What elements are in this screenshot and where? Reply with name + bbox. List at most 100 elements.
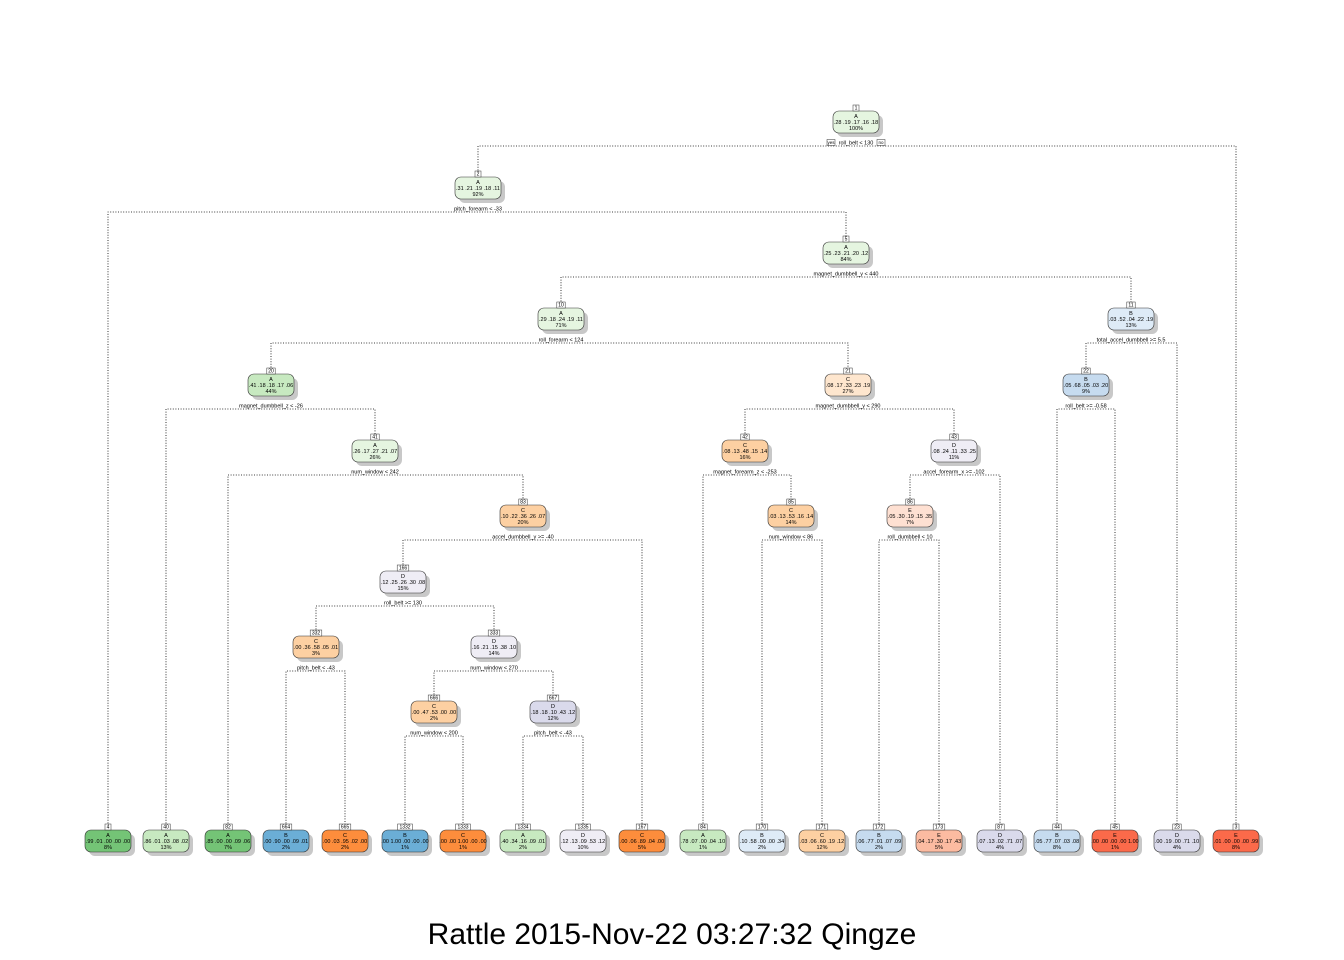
node-probabilities: .08 .13 .48 .15 .14 xyxy=(723,449,767,455)
node-probabilities: .41 .18 .18 .17 .06 xyxy=(249,383,293,389)
node-probabilities: .28 .19 .17 .16 .18 xyxy=(834,120,878,126)
split-label: roll_forearm < 124 xyxy=(539,338,584,344)
node-class: A xyxy=(521,833,525,839)
node-percent: 4% xyxy=(1173,845,1181,851)
node-class: B xyxy=(760,833,764,839)
split-label: total_accel_dumbbell >= 5.5 xyxy=(1097,338,1166,344)
node-number-tab xyxy=(575,823,591,831)
node-number: 87 xyxy=(997,825,1003,831)
node-percent: 8% xyxy=(1053,845,1061,851)
node-number-tab xyxy=(755,823,769,831)
tree-node: 86 E.05 .30 .19 .15 .357% roll_dumbbell < … xyxy=(886,498,937,541)
tree-edge xyxy=(107,211,847,826)
node-number: 83 xyxy=(520,500,526,506)
node-probabilities: .00 .00 .00 .00 1.00 xyxy=(1091,839,1138,845)
node-number-tab xyxy=(932,823,946,831)
node-class: E xyxy=(937,833,941,839)
node-probabilities: .00 1.00 .00 .00 .00 xyxy=(381,839,428,845)
node-number: 1334 xyxy=(517,825,528,831)
node-probabilities: .16 .21 .15 .38 .10 xyxy=(472,645,516,651)
tree-node: 84 A.78 .07 .00 .04 .101% xyxy=(679,823,730,856)
node-class: C xyxy=(343,833,347,839)
node-number-tab xyxy=(427,694,441,702)
node-probabilities: .03 .06 .60 .19 .12 xyxy=(800,839,844,845)
node-number-tab xyxy=(396,564,410,572)
node-number-tab xyxy=(852,104,860,112)
node-probabilities: .00 .00 1.00 .00 .00 xyxy=(439,839,486,845)
node-number: 3 xyxy=(1235,825,1238,831)
node-probabilities: .25 .23 .21 .20 .12 xyxy=(824,251,868,257)
node-percent: 1% xyxy=(401,845,409,851)
node-percent: 13% xyxy=(160,845,171,851)
split-label: pitch_belt < -43 xyxy=(534,731,572,737)
node-class: B xyxy=(877,833,881,839)
tree-edge xyxy=(402,539,643,826)
no-label: no xyxy=(876,139,886,146)
node-probabilities: .01 .00 .00 .00 .99 xyxy=(1214,839,1258,845)
node-class: B xyxy=(403,833,407,839)
node-number-tab xyxy=(279,823,293,831)
node-number-tab xyxy=(104,823,112,831)
node-number: 665 xyxy=(341,825,350,831)
node-number: 172 xyxy=(875,825,884,831)
node-probabilities: .10 .58 .00 .00 .34 xyxy=(740,839,784,845)
node-number: 170 xyxy=(758,825,767,831)
node-percent: 13% xyxy=(1125,323,1136,329)
node-class: D xyxy=(401,574,405,580)
tree-node: 22 B.05 .68 .05 .03 .209% roll_belt >= -0.… xyxy=(1062,367,1113,410)
node-number-tab xyxy=(518,498,528,506)
svg-text:yes: yes xyxy=(827,140,835,145)
node-percent: 4% xyxy=(996,845,1004,851)
node-probabilities: .78 .07 .00 .04 .10 xyxy=(681,839,725,845)
tree-edge xyxy=(761,539,823,826)
node-probabilities: .40 .34 .16 .09 .01 xyxy=(501,839,545,845)
node-number: 86 xyxy=(907,500,913,506)
split-label: roll_belt < 130 xyxy=(839,141,874,147)
node-number-tab xyxy=(949,433,959,441)
node-number-tab xyxy=(223,823,233,831)
node-number-tab xyxy=(1126,301,1136,309)
tree-edge xyxy=(744,408,955,436)
node-percent: 8% xyxy=(104,845,112,851)
node-probabilities: .12 .25 .26 .30 .08 xyxy=(381,580,425,586)
node-percent: 27% xyxy=(842,389,853,395)
tree-edge xyxy=(285,670,346,826)
node-class: A xyxy=(701,833,705,839)
node-probabilities: .06 .77 .01 .07 .09 xyxy=(857,839,901,845)
node-percent: 16% xyxy=(739,455,750,461)
node-class: A xyxy=(854,114,858,120)
node-percent: 3% xyxy=(312,651,320,657)
node-probabilities: .08 .24 .11 .33 .25 xyxy=(932,449,976,455)
node-percent: 14% xyxy=(785,520,796,526)
node-number: 44 xyxy=(1054,825,1060,831)
node-number-tab xyxy=(515,823,531,831)
node-class: D xyxy=(952,443,956,449)
tree-edge xyxy=(1056,408,1116,826)
node-probabilities: .00 .36 .58 .05 .01 xyxy=(294,645,338,651)
node-percent: 10% xyxy=(577,845,588,851)
node-number: 173 xyxy=(935,825,944,831)
node-number: 1 xyxy=(855,106,858,112)
node-number: 45 xyxy=(1112,825,1118,831)
node-number-tab xyxy=(397,823,413,831)
node-number-tab xyxy=(635,823,649,831)
tree-edge xyxy=(878,539,940,826)
node-percent: 14% xyxy=(488,651,499,657)
node-number-tab xyxy=(740,433,750,441)
split-label: roll_belt >= 130 xyxy=(384,601,422,607)
node-probabilities: .05 .68 .05 .03 .20 xyxy=(1064,383,1108,389)
split-label: accel_forearm_x >= -102 xyxy=(923,470,984,476)
tree-edge xyxy=(165,408,376,826)
node-class: C xyxy=(846,377,850,383)
node-probabilities: .99 .01 .00 .00 .00 xyxy=(86,839,130,845)
node-class: B xyxy=(1129,311,1133,317)
tree-node: 665 C.00 .03 .95 .02 .002% xyxy=(321,823,372,856)
node-class: D xyxy=(492,639,496,645)
